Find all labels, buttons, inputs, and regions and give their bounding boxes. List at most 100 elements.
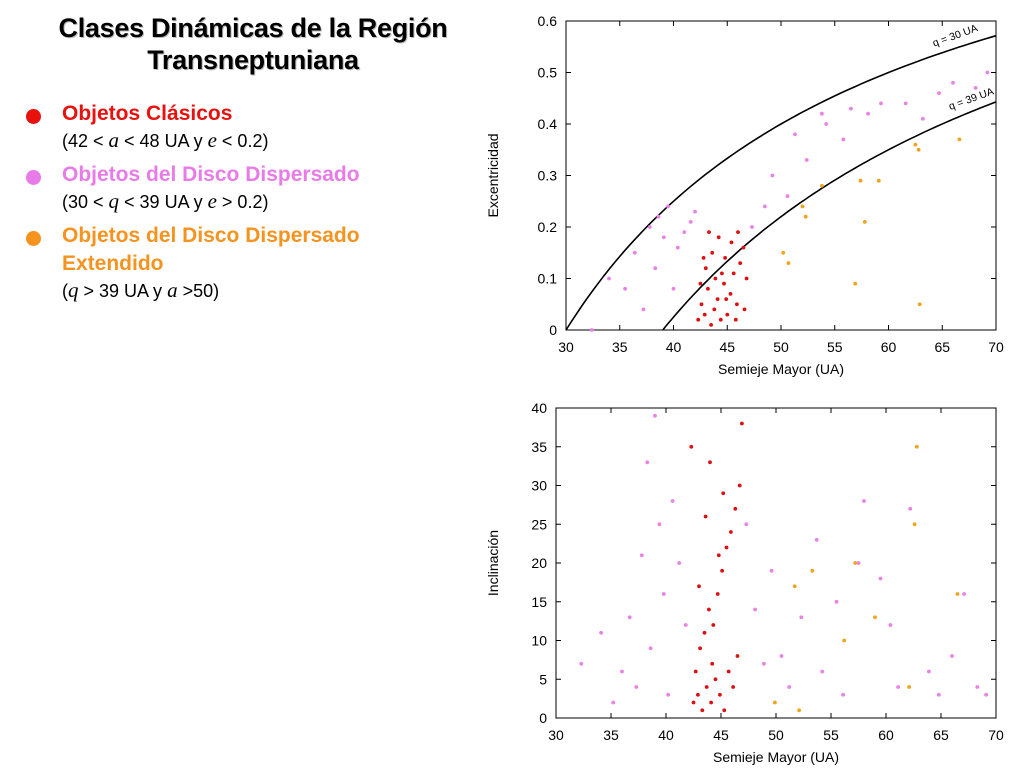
data-point-scattered	[820, 669, 825, 674]
data-point-classical	[741, 245, 746, 250]
y-tick-label: 10	[531, 633, 547, 649]
data-point-scattered	[623, 286, 627, 291]
data-point-extended	[803, 214, 808, 219]
data-point-scattered	[888, 623, 893, 627]
data-point-classical	[711, 623, 716, 627]
data-point-extended	[810, 568, 815, 573]
data-point-scattered	[763, 204, 767, 209]
data-point-scattered	[856, 561, 861, 565]
data-point-extended	[876, 178, 881, 183]
data-point-scattered	[657, 522, 662, 527]
title-line-1: Clases Dinámicas de la Región	[58, 13, 448, 43]
data-point-scattered	[936, 692, 941, 697]
q-curve-30	[565, 34, 997, 331]
data-point-scattered	[862, 499, 866, 503]
data-point-scattered	[841, 692, 845, 697]
data-point-extended	[862, 220, 867, 224]
data-point-classical	[720, 271, 724, 276]
data-point-extended	[916, 147, 921, 152]
data-point-classical	[725, 312, 730, 317]
y-tick-label: 0	[539, 710, 547, 726]
x-tick-label: 50	[768, 727, 784, 743]
y-tick-label: 20	[531, 555, 547, 571]
x-tick-label: 45	[719, 339, 735, 355]
data-point-scattered	[770, 173, 775, 178]
data-point-classical	[701, 256, 706, 260]
x-tick-label: 35	[603, 727, 619, 743]
data-point-classical	[703, 514, 708, 519]
data-point-scattered	[634, 685, 639, 689]
data-point-scattered	[985, 70, 990, 75]
data-point-classical	[726, 669, 731, 674]
y-axis-label: Excentricidad	[485, 133, 501, 217]
y-tick-label: 25	[531, 516, 547, 532]
x-tick-label: 70	[988, 339, 1004, 355]
data-point-scattered	[682, 230, 687, 235]
data-point-scattered	[693, 209, 697, 214]
data-point-classical	[718, 692, 722, 697]
data-point-scattered	[824, 122, 829, 126]
data-point-classical	[735, 654, 740, 658]
data-point-extended	[797, 708, 801, 713]
eccentricity-chart: 30 35 40 45 50 55 60 65 70 0 0.1 0.2 0.3 0.4 0.5 0.6 Sem…	[485, 13, 1004, 377]
page-title: Clases Dinámicas de la Región Transneptu…	[30, 12, 476, 76]
data-point-classical	[693, 669, 698, 674]
data-point-scattered	[799, 615, 804, 620]
x-axis-label: Semieje Mayor (UA)	[718, 361, 844, 377]
plot-frame	[565, 20, 997, 331]
data-point-classical	[737, 483, 742, 488]
data-point-scattered	[645, 460, 650, 465]
data-point-scattered	[607, 276, 611, 281]
data-point-extended	[773, 700, 777, 705]
x-tick-label: 30	[548, 727, 564, 743]
data-point-scattered	[769, 568, 774, 573]
legend-classical-condition: (42 < a < 48 UA y e < 0.2)	[62, 128, 269, 152]
x-tick-label: 55	[823, 727, 839, 743]
data-point-scattered	[666, 692, 671, 697]
legend-item-classical: Objetos Clásicos (42 < a < 48 UA y e < 0…	[22, 100, 472, 153]
data-point-scattered	[750, 225, 754, 229]
data-point-classical	[704, 685, 709, 689]
data-point-extended	[842, 638, 847, 643]
y-tick-label: 0.2	[538, 219, 558, 235]
data-point-classical	[699, 302, 704, 307]
data-point-extended	[912, 522, 917, 527]
data-point-scattered	[779, 654, 784, 658]
x-axis-label: Semieje Mayor (UA)	[713, 749, 839, 765]
data-point-scattered	[666, 204, 670, 209]
data-point-scattered	[973, 86, 978, 90]
data-point-classical	[735, 302, 739, 307]
data-point-scattered	[849, 106, 853, 111]
legend-scattered-label: Objetos del Disco Dispersado	[62, 163, 360, 186]
data-point-classical	[723, 256, 727, 260]
x-tick-label: 70	[988, 727, 1004, 743]
data-point-classical	[716, 235, 721, 240]
inclination-chart: 30 35 40 45 50 55 60 65 70 0 5 10 15 20 25 30 35 40 Semiej…	[485, 400, 1004, 765]
data-point-scattered	[671, 286, 676, 291]
x-tick-label: 50	[773, 339, 789, 355]
data-point-scattered	[762, 661, 766, 666]
data-point-scattered	[599, 630, 603, 635]
data-point-scattered	[937, 91, 941, 95]
data-point-scattered	[611, 700, 616, 705]
x-tick-label: 55	[827, 339, 843, 355]
data-point-scattered	[620, 669, 624, 674]
y-tick-label: 35	[531, 439, 547, 455]
data-point-scattered	[927, 669, 931, 674]
data-point-extended	[917, 302, 922, 307]
data-point-scattered	[785, 194, 790, 199]
data-point-extended	[873, 615, 877, 620]
data-point-extended	[800, 204, 805, 209]
bullet-extended	[26, 231, 41, 246]
data-point-classical	[716, 553, 721, 558]
data-point-extended	[957, 137, 962, 142]
y-tick-label: 15	[531, 594, 547, 610]
legend-extended-label-2: Extendido	[62, 252, 164, 275]
data-point-classical	[698, 646, 702, 651]
data-point-classical	[728, 292, 733, 296]
data-point-extended	[853, 561, 858, 565]
data-point-scattered	[661, 235, 666, 240]
data-point-classical	[713, 677, 718, 682]
x-tick-label: 45	[713, 727, 729, 743]
x-tick-label: 65	[933, 727, 949, 743]
